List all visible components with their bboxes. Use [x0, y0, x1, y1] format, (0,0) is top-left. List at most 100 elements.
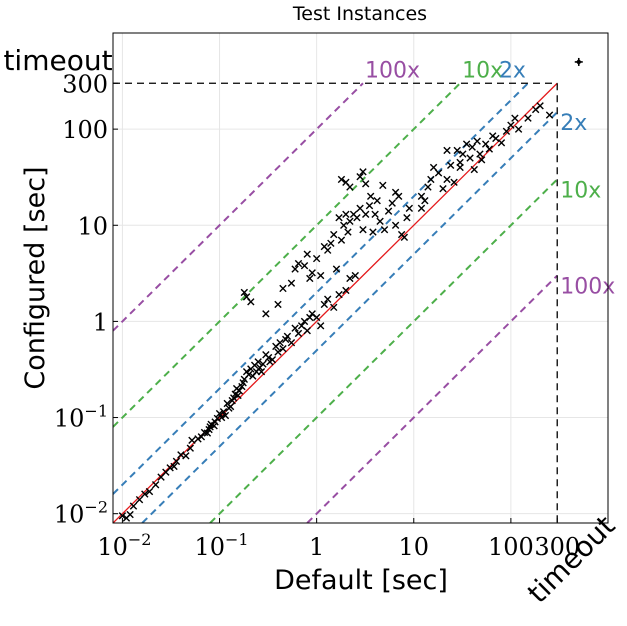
data-point	[353, 213, 361, 222]
data-point	[327, 239, 335, 247]
data-point	[342, 286, 350, 295]
data-points	[118, 57, 583, 522]
data-point	[274, 348, 282, 356]
data-point	[403, 213, 411, 222]
data-point	[443, 146, 451, 155]
data-point	[473, 137, 481, 145]
data-point	[135, 495, 144, 504]
data-point	[365, 201, 374, 210]
y-tick-label: 300	[62, 70, 108, 98]
data-point	[316, 271, 325, 280]
data-point	[141, 490, 149, 498]
data-point	[421, 197, 429, 205]
data-point	[514, 125, 523, 133]
data-point	[342, 210, 350, 219]
data-point	[356, 204, 364, 213]
data-point	[462, 140, 471, 148]
data-point	[247, 298, 255, 306]
reference-line-label: 10x	[560, 178, 601, 203]
data-point	[316, 322, 325, 330]
data-point	[371, 210, 379, 219]
data-point	[346, 183, 354, 191]
data-point	[507, 121, 515, 129]
data-point	[388, 199, 396, 207]
x-tick-label: 10−2	[97, 530, 151, 561]
data-point	[373, 197, 381, 205]
reference-line-label: 100x	[365, 58, 420, 83]
data-point	[376, 217, 384, 225]
data-point	[427, 175, 435, 184]
grid-layer	[113, 33, 608, 523]
data-point	[351, 271, 359, 280]
data-point	[511, 114, 519, 122]
data-point	[384, 207, 393, 215]
data-point	[439, 185, 447, 193]
data-point	[332, 265, 341, 273]
data-point	[450, 178, 458, 186]
data-point	[485, 145, 494, 153]
data-point	[324, 295, 332, 303]
data-point	[291, 265, 299, 273]
data-point	[524, 114, 532, 122]
timeout-guides	[113, 82, 558, 523]
data-point	[268, 355, 277, 364]
data-point	[470, 165, 478, 174]
data-point	[405, 204, 414, 213]
data-point	[126, 510, 134, 519]
data-point	[217, 413, 226, 422]
data-point	[344, 228, 352, 236]
data-point	[359, 225, 367, 234]
reference-line-10x	[113, 82, 461, 428]
data-point	[312, 313, 321, 322]
x-tick-label: 1	[309, 533, 324, 561]
data-point	[330, 230, 338, 239]
y-axis-ticks: 10−2 10−1 1 10 100 300	[54, 70, 118, 529]
y-axis-label: Configured [sec]	[20, 166, 51, 389]
data-point	[417, 204, 426, 213]
data-point	[456, 163, 464, 172]
data-point	[287, 339, 296, 347]
data-point	[400, 233, 409, 241]
data-point	[303, 327, 311, 335]
x-axis-label: Default [sec]	[274, 565, 448, 596]
data-point	[188, 436, 196, 444]
data-point	[346, 274, 354, 283]
data-point	[129, 502, 138, 510]
data-point	[291, 324, 299, 332]
data-point	[211, 418, 219, 426]
data-point	[215, 409, 224, 418]
data-point	[489, 132, 497, 140]
data-point	[379, 181, 387, 190]
reference-line-100x	[113, 82, 364, 332]
reference-line-0.01x	[306, 274, 558, 523]
y-tick-label: 10	[77, 212, 108, 240]
data-point	[359, 168, 367, 176]
data-point	[324, 246, 332, 254]
data-point	[226, 402, 235, 411]
data-point	[337, 236, 346, 244]
y-tick-label: 10−1	[54, 402, 108, 433]
data-point	[362, 180, 370, 188]
data-point	[362, 210, 370, 219]
reference-line-0.1x	[209, 178, 558, 523]
data-point	[194, 435, 202, 443]
data-point	[391, 188, 400, 197]
data-point	[240, 288, 249, 297]
y-tick-label: 1	[93, 308, 108, 336]
chart-title: Test Instances	[292, 3, 427, 25]
data-point	[172, 457, 181, 466]
data-point	[245, 370, 253, 379]
data-point	[443, 175, 451, 184]
data-point	[356, 173, 364, 181]
data-point	[335, 290, 343, 299]
data-point	[279, 345, 287, 353]
data-point	[264, 353, 273, 362]
x-tick-label: 10	[398, 533, 429, 561]
diagonal-line	[113, 82, 558, 523]
data-point	[279, 284, 287, 293]
data-point	[312, 254, 321, 263]
data-point	[468, 143, 476, 151]
reference-line-0.5x	[141, 111, 558, 523]
